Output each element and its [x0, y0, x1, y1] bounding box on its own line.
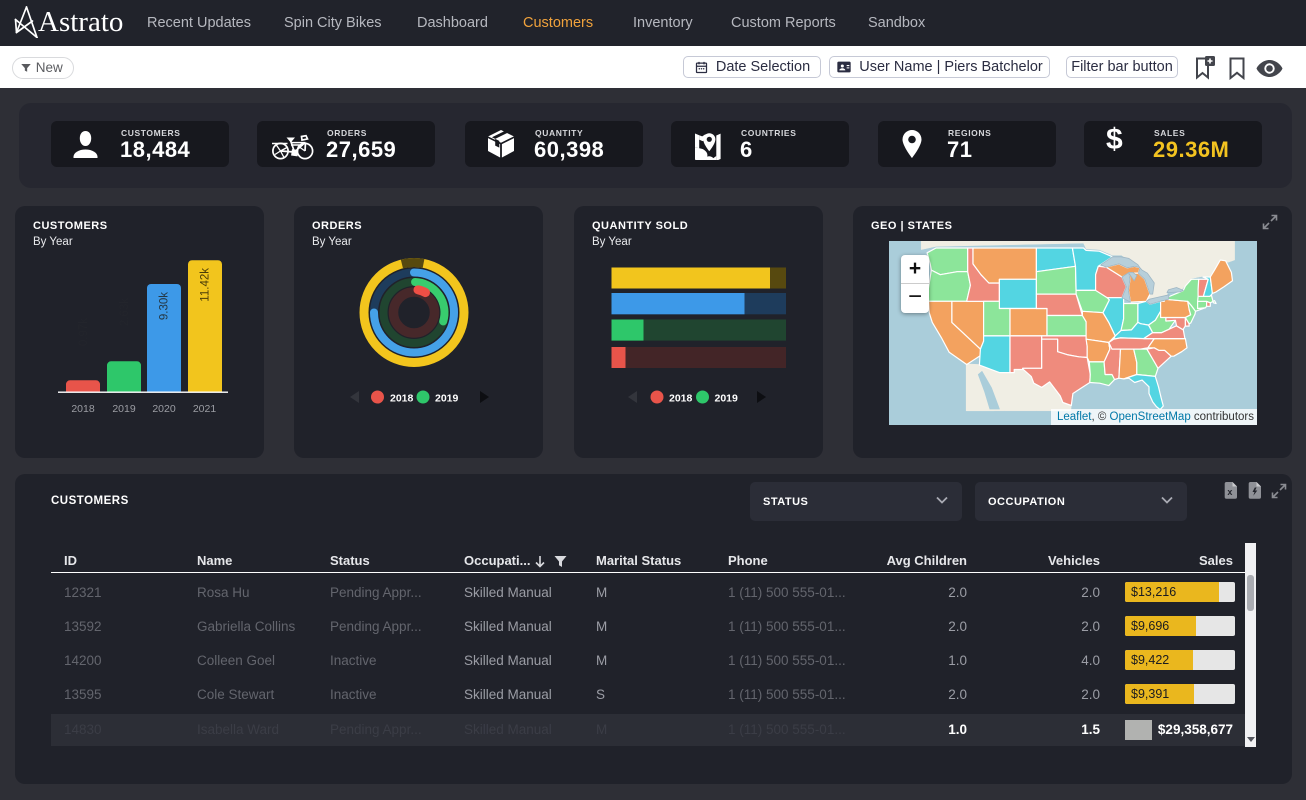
svg-text:2018: 2018 [390, 393, 414, 405]
svg-text:9.30k: 9.30k [159, 292, 171, 320]
svg-text:2020: 2020 [152, 403, 176, 415]
svg-text:x: x [1227, 487, 1232, 497]
svg-text:2021: 2021 [193, 403, 217, 415]
svg-text:2019: 2019 [715, 393, 739, 405]
svg-text:2019: 2019 [435, 393, 459, 405]
svg-text:0.97k: 0.97k [78, 318, 90, 346]
svg-text:2019: 2019 [112, 403, 136, 415]
svg-text:2018: 2018 [71, 403, 95, 415]
svg-text:11.42k: 11.42k [200, 268, 212, 302]
svg-text:2018: 2018 [669, 393, 693, 405]
svg-text:2.63k: 2.63k [119, 298, 131, 326]
